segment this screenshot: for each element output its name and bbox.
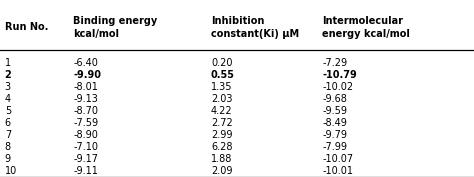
Text: 6: 6 <box>5 118 11 128</box>
Text: -7.29: -7.29 <box>322 58 347 68</box>
Text: -9.79: -9.79 <box>322 130 347 140</box>
Text: -7.10: -7.10 <box>73 142 99 152</box>
Text: 1.88: 1.88 <box>211 154 232 164</box>
Text: -8.90: -8.90 <box>73 130 98 140</box>
Text: Run No.: Run No. <box>5 22 48 32</box>
Text: 2.72: 2.72 <box>211 118 233 128</box>
Text: 2.09: 2.09 <box>211 166 232 176</box>
Text: -8.70: -8.70 <box>73 106 99 116</box>
Text: 7: 7 <box>5 130 11 140</box>
Text: 10: 10 <box>5 166 17 176</box>
Text: 2: 2 <box>5 70 11 80</box>
Text: 4.22: 4.22 <box>211 106 233 116</box>
Text: -10.01: -10.01 <box>322 166 353 176</box>
Text: Inhibition
constant(Ki) μM: Inhibition constant(Ki) μM <box>211 16 299 39</box>
Text: -10.02: -10.02 <box>322 82 354 92</box>
Text: 1: 1 <box>5 58 11 68</box>
Text: -7.99: -7.99 <box>322 142 347 152</box>
Text: -9.68: -9.68 <box>322 94 347 104</box>
Text: 4: 4 <box>5 94 11 104</box>
Text: Intermolecular
energy kcal/mol: Intermolecular energy kcal/mol <box>322 16 410 39</box>
Text: 6.28: 6.28 <box>211 142 232 152</box>
Text: 2.99: 2.99 <box>211 130 232 140</box>
Text: -9.11: -9.11 <box>73 166 98 176</box>
Text: -6.40: -6.40 <box>73 58 98 68</box>
Text: Binding energy
kcal/mol: Binding energy kcal/mol <box>73 16 158 39</box>
Text: 2.03: 2.03 <box>211 94 232 104</box>
Text: 1.35: 1.35 <box>211 82 232 92</box>
Text: -10.07: -10.07 <box>322 154 354 164</box>
Text: -9.59: -9.59 <box>322 106 347 116</box>
Text: -8.49: -8.49 <box>322 118 347 128</box>
Text: 3: 3 <box>5 82 11 92</box>
Text: 5: 5 <box>5 106 11 116</box>
Text: 0.55: 0.55 <box>211 70 235 80</box>
Text: -9.90: -9.90 <box>73 70 101 80</box>
Text: -9.13: -9.13 <box>73 94 98 104</box>
Text: 9: 9 <box>5 154 11 164</box>
Text: -9.17: -9.17 <box>73 154 99 164</box>
Text: 0.20: 0.20 <box>211 58 232 68</box>
Text: -10.79: -10.79 <box>322 70 357 80</box>
Text: 8: 8 <box>5 142 11 152</box>
Text: -8.01: -8.01 <box>73 82 98 92</box>
Text: -7.59: -7.59 <box>73 118 99 128</box>
